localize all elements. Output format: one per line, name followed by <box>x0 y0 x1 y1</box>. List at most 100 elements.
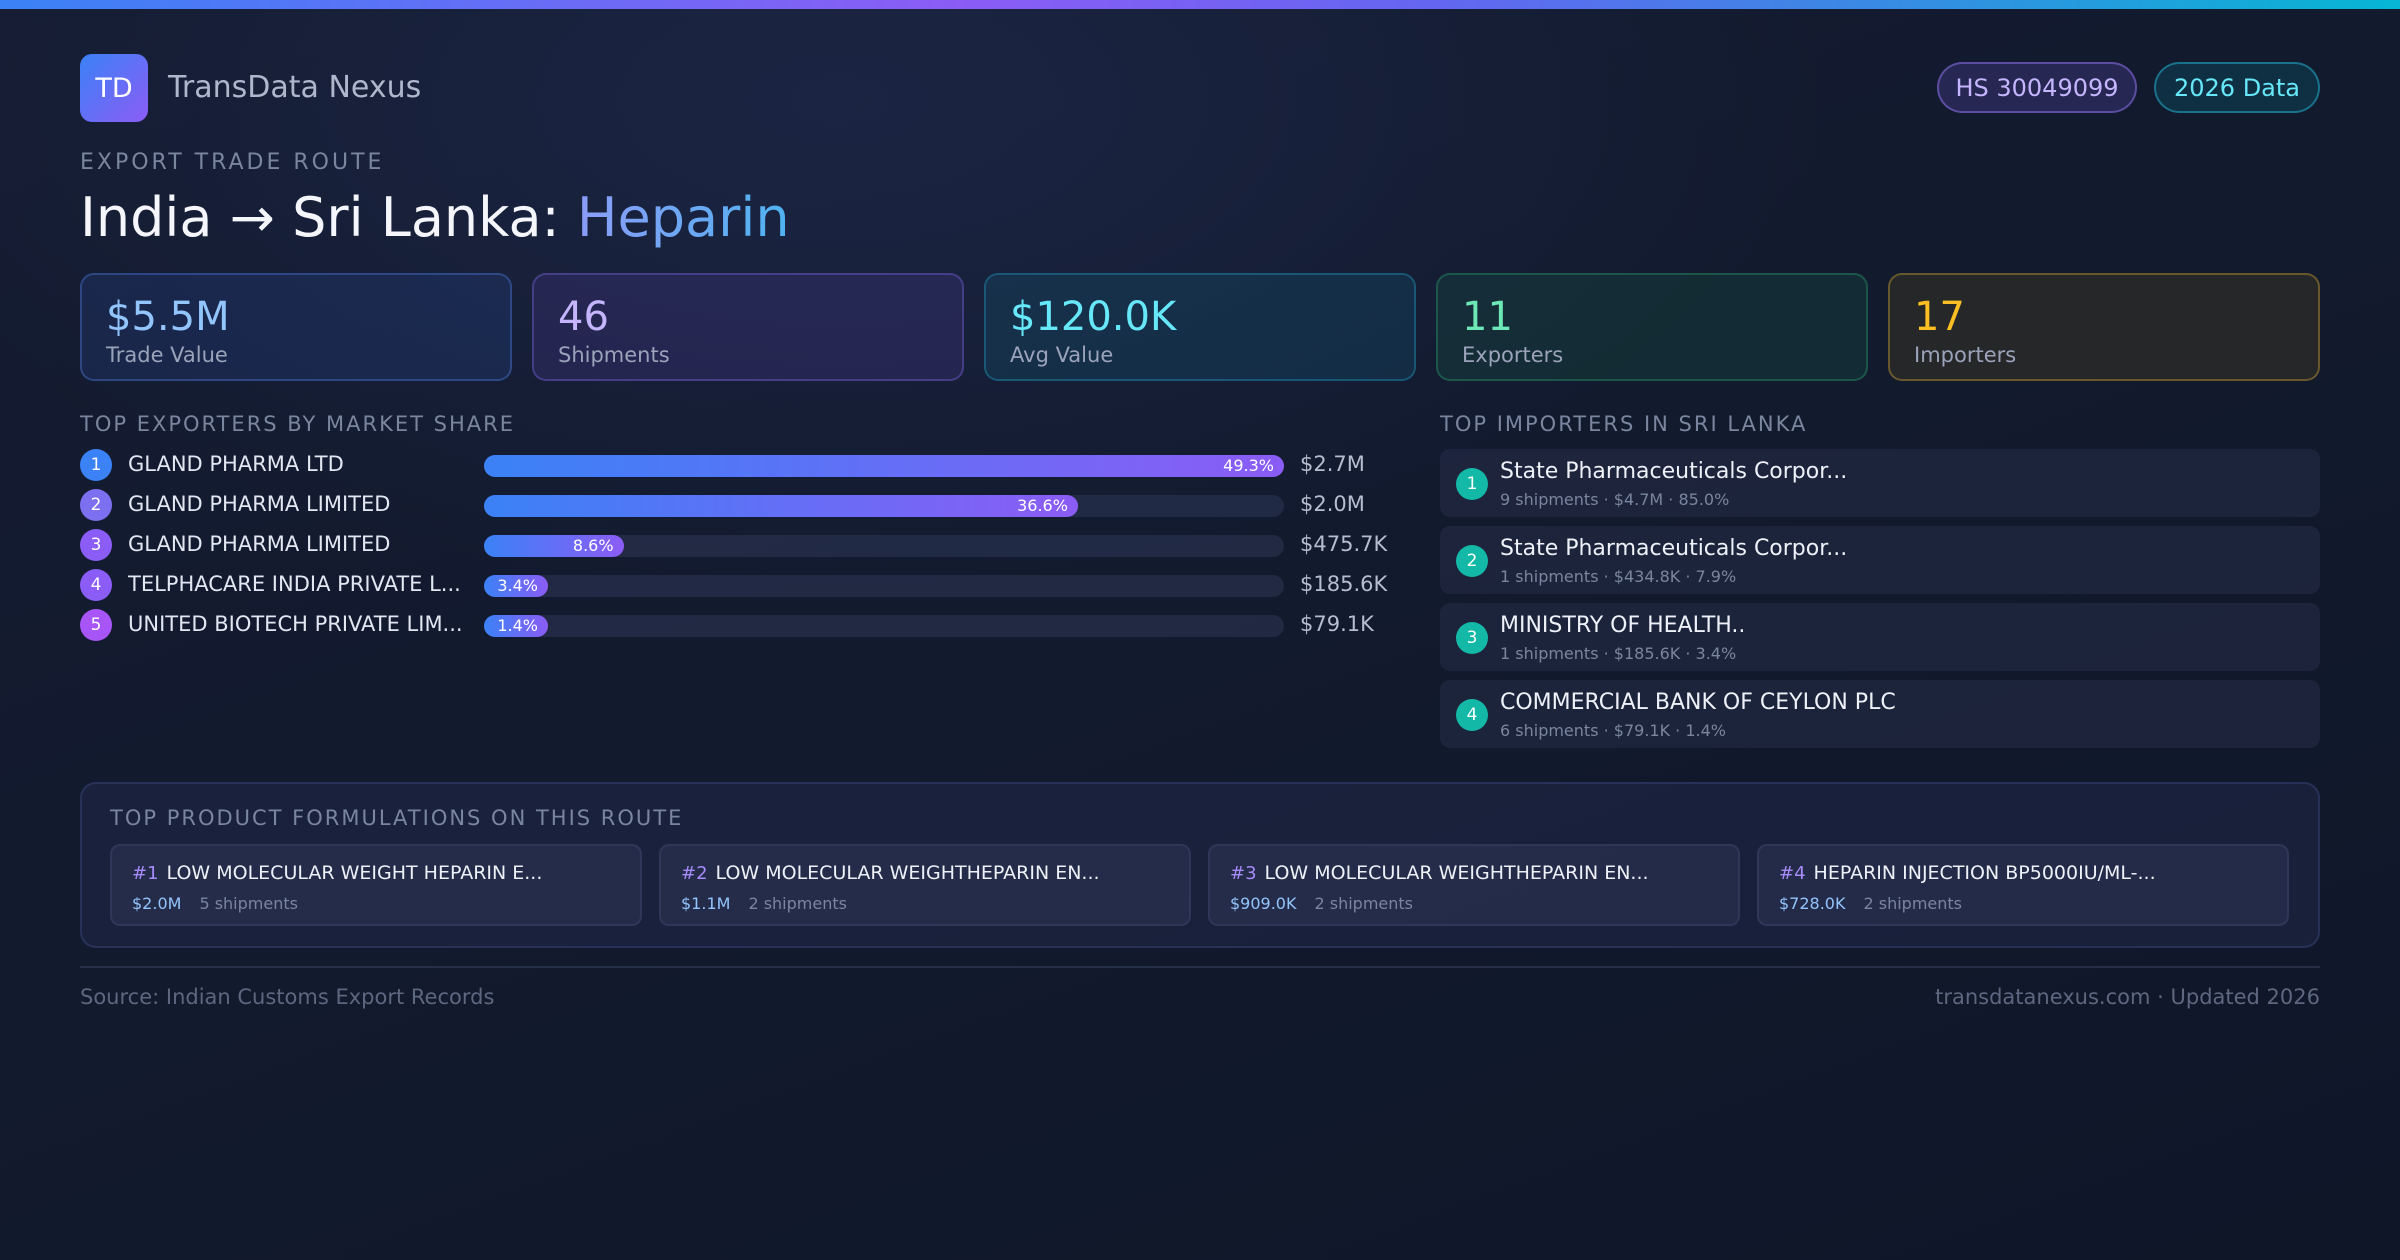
stat-label: Importers <box>1914 343 2017 367</box>
exporter-row[interactable]: 1 GLAND PHARMA LTD 49.3% $2.7M <box>80 449 1380 481</box>
exporters-heading: TOP EXPORTERS BY MARKET SHARE <box>80 412 516 436</box>
formulation-rank: #4 <box>1779 863 1806 884</box>
formulation-value: $909.0K <box>1230 894 1297 913</box>
brand-name[interactable]: TransData Nexus <box>168 70 422 105</box>
stat-card-importers: 17 Importers <box>1888 273 2320 381</box>
formulation-card[interactable]: #3 LOW MOLECULAR WEIGHTHEPARIN EN... $909… <box>1208 844 1740 926</box>
exporter-name: UNITED BIOTECH PRIVATE LIM... <box>128 612 463 636</box>
rank-badge: 4 <box>1456 699 1488 731</box>
hs-code-badge: HS 30049099 <box>1937 62 2137 113</box>
formulation-rank: #1 <box>132 863 159 884</box>
stat-card-trade-value: $5.5M Trade Value <box>80 273 512 381</box>
share-bar-track: 3.4% <box>484 575 1284 597</box>
formulation-rank: #2 <box>681 863 708 884</box>
share-bar-fill: 36.6% <box>484 495 1078 517</box>
logo-text: TD <box>95 72 133 104</box>
stat-label: Exporters <box>1462 343 1564 367</box>
share-bar-fill: 49.3% <box>484 455 1284 477</box>
rank-badge: 1 <box>1456 468 1488 500</box>
title-product: Heparin <box>576 186 790 249</box>
rank-badge: 3 <box>1456 622 1488 654</box>
exporter-name: GLAND PHARMA LTD <box>128 452 344 476</box>
stat-card-exporters: 11 Exporters <box>1436 273 1868 381</box>
page-title: India → Sri Lanka: Heparin <box>80 186 790 249</box>
stat-value: $120.0K <box>1010 294 1177 340</box>
share-bar-track: 8.6% <box>484 535 1284 557</box>
formulation-value: $2.0M <box>132 894 182 913</box>
footer-source: Source: Indian Customs Export Records <box>80 985 495 1009</box>
formulation-value: $728.0K <box>1779 894 1846 913</box>
rank-badge: 4 <box>80 569 112 601</box>
share-percent: 3.4% <box>497 576 538 595</box>
formulations-heading: TOP PRODUCT FORMULATIONS ON THIS ROUTE <box>110 806 684 830</box>
exporter-value: $475.7K <box>1300 532 1388 556</box>
importer-card[interactable]: 2 State Pharmaceuticals Corpor... 1 ship… <box>1440 526 2320 594</box>
share-bar-track: 1.4% <box>484 615 1284 637</box>
share-bar-track: 36.6% <box>484 495 1284 517</box>
importer-meta: 6 shipments · $79.1K · 1.4% <box>1500 721 1726 740</box>
stat-value: 11 <box>1462 294 1513 340</box>
top-accent-bar <box>0 0 2400 9</box>
rank-badge: 5 <box>80 609 112 641</box>
exporter-value: $2.7M <box>1300 452 1365 476</box>
rank-badge: 1 <box>80 449 112 481</box>
importer-name: COMMERCIAL BANK OF CEYLON PLC <box>1500 690 1896 715</box>
importer-card[interactable]: 1 State Pharmaceuticals Corpor... 9 ship… <box>1440 449 2320 517</box>
exporter-name: GLAND PHARMA LIMITED <box>128 492 391 516</box>
formulation-card[interactable]: #1 LOW MOLECULAR WEIGHT HEPARIN E... $2.0… <box>110 844 642 926</box>
exporter-row[interactable]: 2 GLAND PHARMA LIMITED 36.6% $2.0M <box>80 489 1380 521</box>
share-percent: 8.6% <box>572 536 614 555</box>
footer-site[interactable]: transdatanexus.com · Updated 2026 <box>1935 985 2320 1009</box>
formulation-rank: #3 <box>1230 863 1257 884</box>
stat-label: Avg Value <box>1010 343 1114 367</box>
importer-card[interactable]: 3 MINISTRY OF HEALTH.. 1 shipments · $18… <box>1440 603 2320 671</box>
data-year-badge: 2026 Data <box>2154 62 2320 113</box>
importer-card[interactable]: 4 COMMERCIAL BANK OF CEYLON PLC 6 shipme… <box>1440 680 2320 748</box>
share-bar-track: 49.3% <box>484 455 1284 477</box>
exporter-value: $79.1K <box>1300 612 1374 636</box>
stat-label: Trade Value <box>106 343 228 367</box>
share-percent: 1.4% <box>497 616 538 635</box>
formulations-panel <box>80 782 2320 948</box>
exporter-value: $2.0M <box>1300 492 1365 516</box>
stat-card-shipments: 46 Shipments <box>532 273 964 381</box>
formulation-card[interactable]: #4 HEPARIN INJECTION BP5000IU/ML-... $728… <box>1757 844 2289 926</box>
importer-name: State Pharmaceuticals Corpor... <box>1500 459 1848 484</box>
share-bar-fill: 1.4% <box>484 615 548 637</box>
rank-badge: 2 <box>80 489 112 521</box>
stat-value: 17 <box>1914 294 1965 340</box>
exporter-name: GLAND PHARMA LIMITED <box>128 532 391 556</box>
formulation-name: LOW MOLECULAR WEIGHTHEPARIN EN... <box>715 862 1100 884</box>
formulation-card[interactable]: #2 LOW MOLECULAR WEIGHTHEPARIN EN... $1.1… <box>659 844 1191 926</box>
importer-meta: 1 shipments · $434.8K · 7.9% <box>1500 567 1737 586</box>
formulation-shipments: 2 shipments <box>748 894 847 913</box>
formulation-shipments: 2 shipments <box>1314 894 1414 913</box>
stat-label: Shipments <box>558 343 670 367</box>
logo[interactable]: TD <box>80 54 148 122</box>
exporter-value: $185.6K <box>1300 572 1388 596</box>
footer-divider <box>80 966 2320 968</box>
formulation-name: HEPARIN INJECTION BP5000IU/ML-... <box>1813 862 2156 884</box>
stat-value: $5.5M <box>106 294 230 340</box>
share-bar-fill: 3.4% <box>484 575 548 597</box>
share-percent: 49.3% <box>1223 456 1274 475</box>
importer-name: MINISTRY OF HEALTH.. <box>1500 613 1746 638</box>
importer-meta: 1 shipments · $185.6K · 3.4% <box>1500 644 1737 663</box>
share-bar-fill: 8.6% <box>484 535 624 557</box>
formulation-shipments: 5 shipments <box>199 894 298 913</box>
route-eyebrow: EXPORT TRADE ROUTE <box>80 150 385 175</box>
stat-card-avg-value: $120.0K Avg Value <box>984 273 1416 381</box>
rank-badge: 2 <box>1456 545 1488 577</box>
exporter-name: TELPHACARE INDIA PRIVATE L... <box>128 572 461 596</box>
formulation-shipments: 2 shipments <box>1863 894 1963 913</box>
formulation-value: $1.1M <box>681 894 731 913</box>
importer-name: State Pharmaceuticals Corpor... <box>1500 536 1848 561</box>
exporter-row[interactable]: 3 GLAND PHARMA LIMITED 8.6% $475.7K <box>80 529 1387 561</box>
formulation-name: LOW MOLECULAR WEIGHT HEPARIN E... <box>166 862 543 884</box>
exporter-row[interactable]: 5 UNITED BIOTECH PRIVATE LIM... 1.4% $79… <box>80 609 1380 641</box>
share-percent: 36.6% <box>1017 496 1068 515</box>
title-route: India → Sri Lanka: <box>80 186 577 249</box>
exporter-row[interactable]: 4 TELPHACARE INDIA PRIVATE L... 3.4% $18… <box>80 569 1387 601</box>
importer-meta: 9 shipments · $4.7M · 85.0% <box>1500 490 1730 509</box>
rank-badge: 3 <box>80 529 112 561</box>
